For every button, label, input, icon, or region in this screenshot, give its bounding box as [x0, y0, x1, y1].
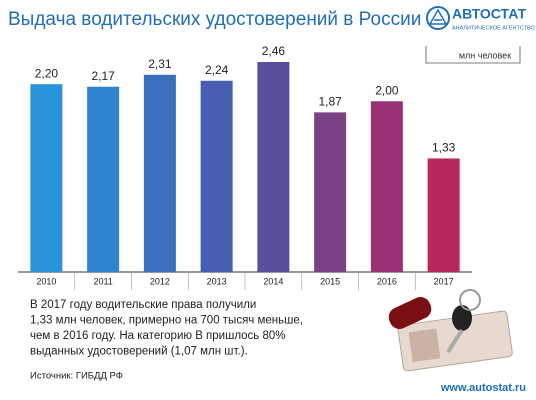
unit-frame — [425, 46, 521, 64]
description-line: В 2017 году водительские права получили — [30, 299, 256, 311]
value-label: 1,87 — [318, 95, 342, 109]
chart-title: Выдача водительских удостоверений в Росс… — [8, 9, 421, 30]
bar — [143, 74, 176, 273]
bar — [257, 62, 290, 272]
bar — [370, 101, 403, 272]
bar — [200, 80, 233, 272]
key-blade — [446, 328, 464, 354]
logo-icon — [426, 6, 450, 30]
x-tick-label: 2017 — [434, 276, 454, 286]
x-tick-label: 2016 — [377, 276, 397, 286]
value-label: 2,31 — [148, 57, 172, 71]
value-label: 2,00 — [375, 83, 399, 97]
x-tick-label: 2013 — [207, 276, 227, 286]
logo: АВТОСТАТ АНАЛИТИЧЕСКОЕ АГЕНТСТВО — [426, 6, 536, 31]
bar — [87, 86, 120, 272]
value-label: 1,33 — [432, 141, 456, 155]
key-head — [452, 305, 472, 331]
value-label: 2,17 — [91, 69, 115, 83]
logo-icon — [428, 8, 448, 25]
url: www.autostat.ru — [440, 382, 526, 394]
description-line: выданных удостоверений (1,07 млн шт.). — [30, 346, 248, 358]
value-label: 2,24 — [205, 63, 229, 77]
source: Источник: ГИБДД РФ — [30, 371, 123, 382]
x-tick-label: 2011 — [93, 276, 112, 286]
license-photo — [408, 328, 441, 363]
logo-tagline: АНАЛИТИЧЕСКОЕ АГЕНТСТВО — [452, 25, 536, 31]
value-label: 2,20 — [35, 66, 59, 80]
keys-illustration — [388, 289, 513, 372]
description-line: чем в 2016 году. На категорию В пришлось… — [30, 330, 286, 342]
x-tick-label: 2015 — [320, 276, 340, 286]
x-tick-label: 2012 — [150, 276, 170, 286]
logo-name: АВТОСТАТ — [452, 6, 527, 22]
bar — [314, 112, 347, 273]
bar — [427, 158, 460, 272]
key-ring — [459, 289, 481, 311]
value-label: 2,46 — [262, 44, 286, 58]
x-tick-label: 2010 — [36, 276, 56, 286]
description-line: 1,33 млн человек, примерно на 700 тысяч … — [30, 315, 303, 327]
bar — [30, 84, 63, 272]
unit-label: млн человек — [459, 50, 511, 60]
x-tick-label: 2014 — [263, 276, 283, 286]
key-fob — [388, 297, 432, 329]
